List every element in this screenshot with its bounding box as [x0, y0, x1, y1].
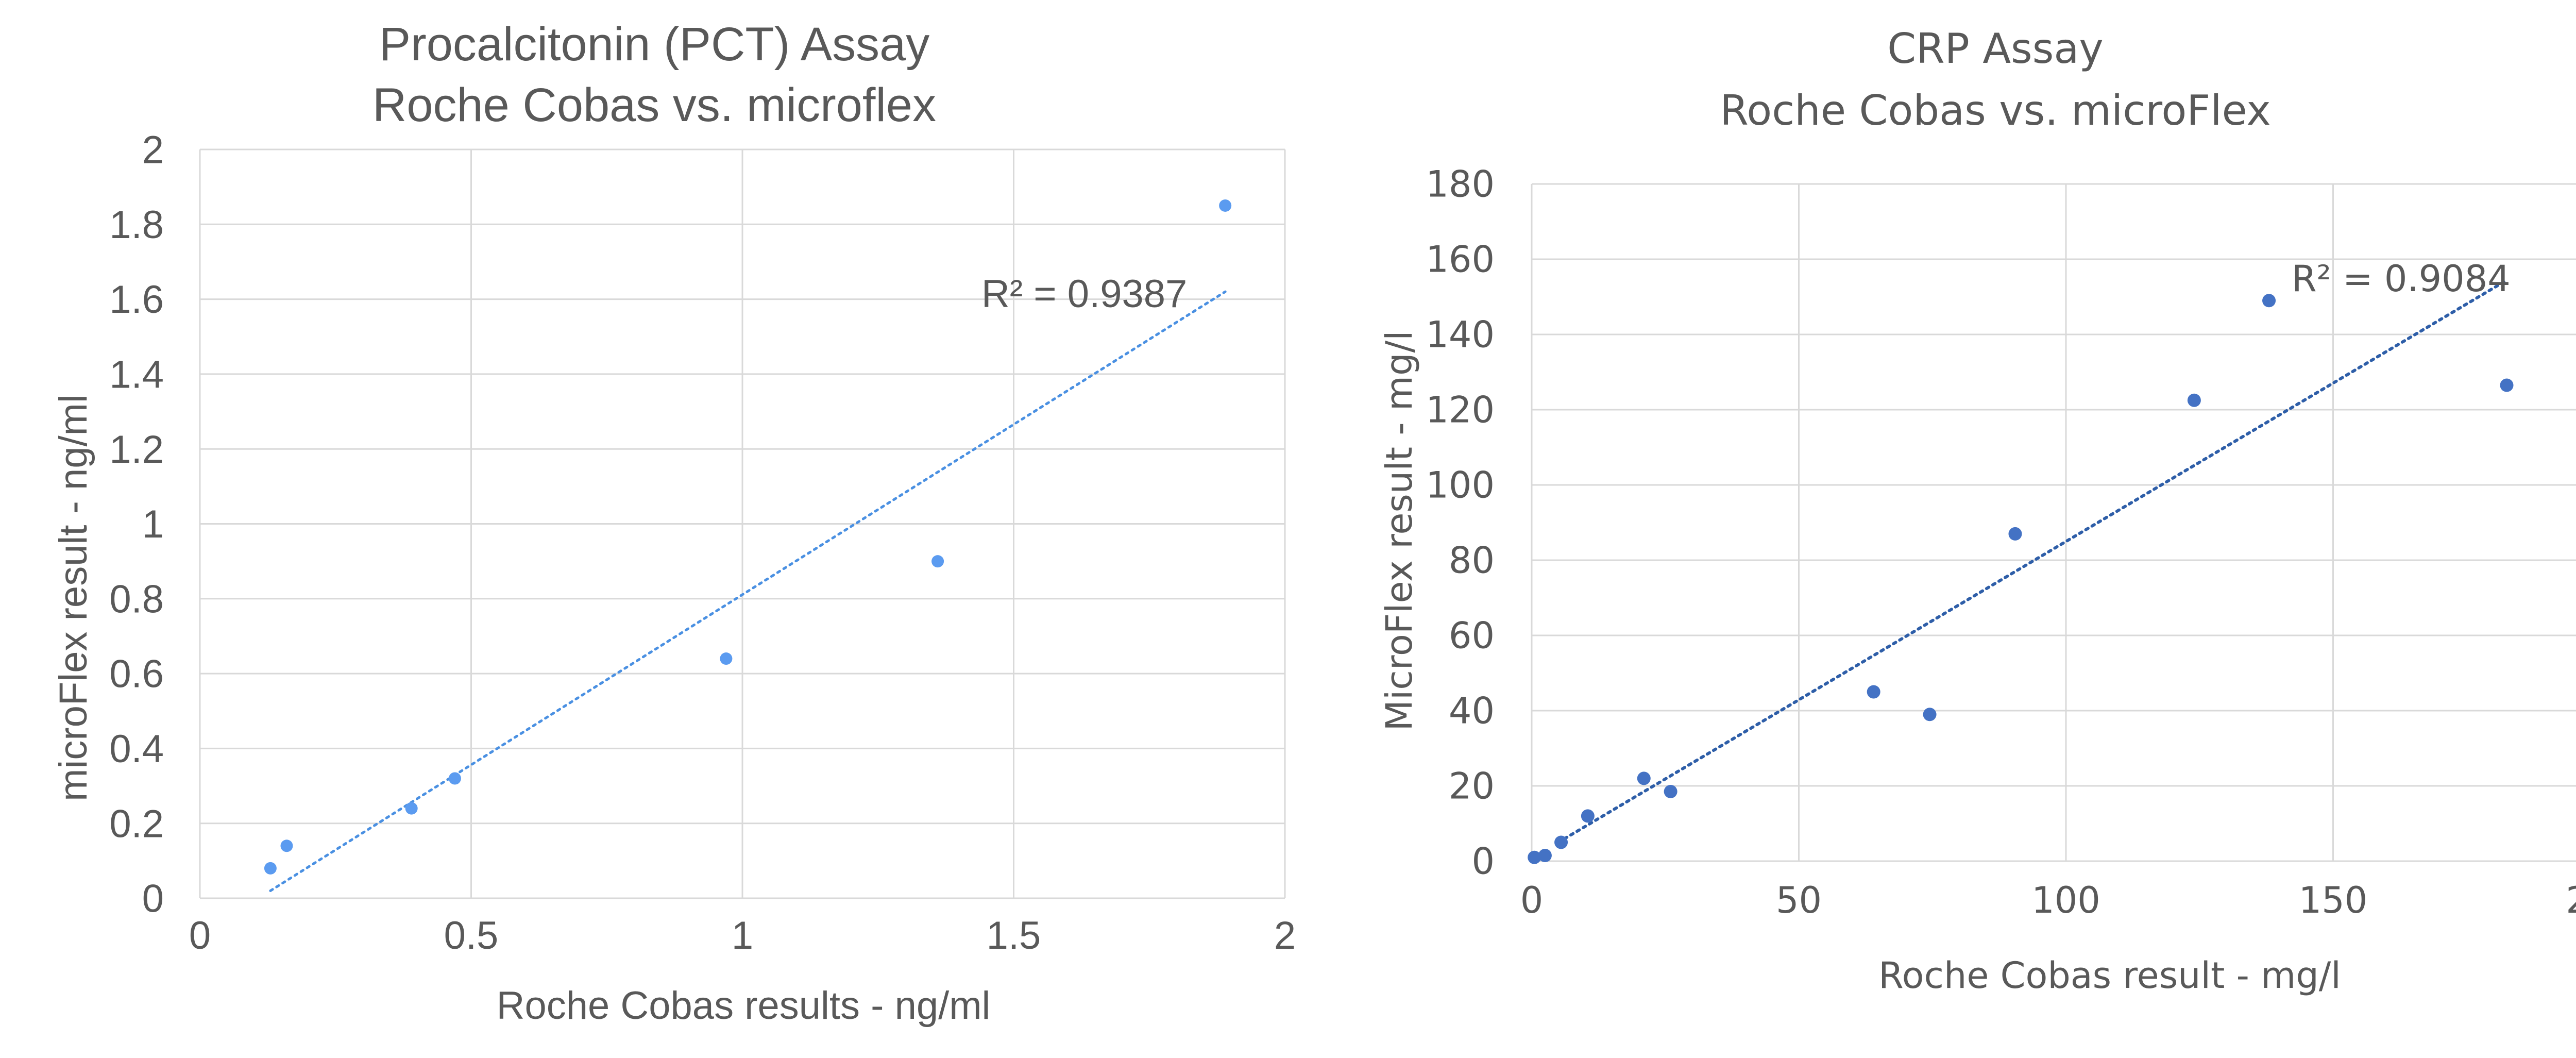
crp-chart: CRP Assay Roche Cobas vs. microFlex 0 20 4… [1378, 25, 2576, 997]
crp-data-point [1581, 809, 1595, 823]
pct-y-tick-label: 1.2 [109, 428, 164, 472]
pct-x-tick-label: 0 [189, 914, 211, 958]
pct-y-tick-label: 0.2 [109, 802, 164, 846]
crp-y-tick-label: 0 [1471, 841, 1495, 883]
crp-data-point [2500, 378, 2514, 392]
pct-data-point [448, 772, 461, 785]
crp-data-point [1664, 784, 1677, 798]
pct-chart-title: Procalcitonin (PCT) Assay [379, 18, 930, 71]
pct-r-squared-label: R² = 0.9387 [981, 272, 1187, 316]
crp-r-squared-label: R² = 0.9084 [2292, 258, 2511, 300]
pct-data-point [405, 802, 418, 815]
pct-data-point [931, 555, 944, 568]
crp-chart-subtitle: Roche Cobas vs. microFlex [1720, 87, 2271, 135]
crp-data-point [2262, 294, 2276, 308]
crp-y-axis-label: MicroFlex result - mg/l [1378, 330, 1420, 731]
crp-y-tick-label: 20 [1449, 765, 1495, 808]
pct-y-tick-label: 1.6 [109, 278, 164, 322]
pct-data-point [280, 839, 293, 852]
pct-x-axis-label: Roche Cobas results - ng/ml [497, 984, 991, 1028]
crp-y-tick-label: 80 [1449, 540, 1495, 582]
pct-y-tick-label: 1 [142, 502, 164, 546]
pct-y-tick-label: 0.8 [109, 577, 164, 621]
crp-data-point [1637, 771, 1651, 785]
pct-x-tick-labels: 0 0.5 1 1.5 2 [189, 914, 1296, 958]
crp-data-point [1923, 708, 1937, 721]
pct-chart-subtitle: Roche Cobas vs. microflex [372, 79, 936, 131]
crp-x-axis-label: Roche Cobas result - mg/l [1878, 954, 2341, 997]
pct-x-tick-label: 2 [1274, 914, 1296, 958]
crp-gridlines [1531, 183, 2576, 862]
pct-chart: Procalcitonin (PCT) Assay Roche Cobas vs… [52, 18, 1296, 1028]
crp-data-point [1554, 835, 1568, 849]
pct-x-tick-label: 0.5 [444, 914, 499, 958]
pct-data-points [264, 199, 1232, 875]
pct-y-tick-label: 1.4 [109, 353, 164, 397]
pct-y-tick-label: 0.4 [109, 727, 164, 771]
crp-y-tick-label: 160 [1426, 239, 1495, 281]
crp-y-tick-label: 180 [1426, 163, 1495, 206]
crp-y-tick-label: 40 [1449, 690, 1495, 732]
crp-y-tick-label: 60 [1449, 615, 1495, 657]
crp-y-tick-label: 120 [1426, 389, 1495, 431]
crp-y-tick-label: 140 [1426, 314, 1495, 356]
pct-y-tick-label: 2 [142, 128, 164, 172]
crp-x-tick-label: 150 [2299, 879, 2368, 921]
pct-gridlines [199, 148, 1286, 899]
crp-x-tick-label: 0 [1520, 879, 1544, 921]
pct-y-axis-label: microFlex result - ng/ml [52, 394, 95, 801]
crp-x-tick-label: 50 [1776, 879, 1822, 921]
pct-trendline [269, 290, 1227, 892]
crp-y-tick-label: 100 [1426, 464, 1495, 507]
crp-y-tick-labels: 0 20 40 60 80 100 120 140 160 180 [1426, 163, 1495, 883]
crp-data-point [2008, 527, 2022, 541]
pct-y-tick-label: 0.6 [109, 652, 164, 696]
crp-x-tick-labels: 0 50 100 150 200 [1520, 879, 2576, 921]
pct-y-tick-label: 0 [142, 877, 164, 921]
pct-y-tick-label: 1.8 [109, 203, 164, 247]
crp-data-point [1528, 850, 1541, 864]
crp-data-point [1867, 685, 1880, 699]
crp-data-point [1538, 849, 1552, 863]
crp-x-tick-label: 100 [2031, 879, 2100, 921]
crp-data-points [1528, 294, 2514, 864]
pct-x-tick-label: 1 [732, 914, 753, 958]
pct-data-point [720, 652, 733, 665]
crp-data-point [2187, 393, 2201, 407]
pct-y-tick-labels: 0 0.2 0.4 0.6 0.8 1 1.2 1.4 1.6 1.8 2 [109, 128, 164, 921]
crp-chart-title: CRP Assay [1887, 25, 2104, 73]
pct-data-point [264, 862, 277, 875]
pct-data-point [1219, 199, 1232, 212]
crp-x-tick-label: 200 [2566, 879, 2576, 921]
pct-x-tick-label: 1.5 [987, 914, 1041, 958]
crp-trendline [1556, 280, 2506, 844]
